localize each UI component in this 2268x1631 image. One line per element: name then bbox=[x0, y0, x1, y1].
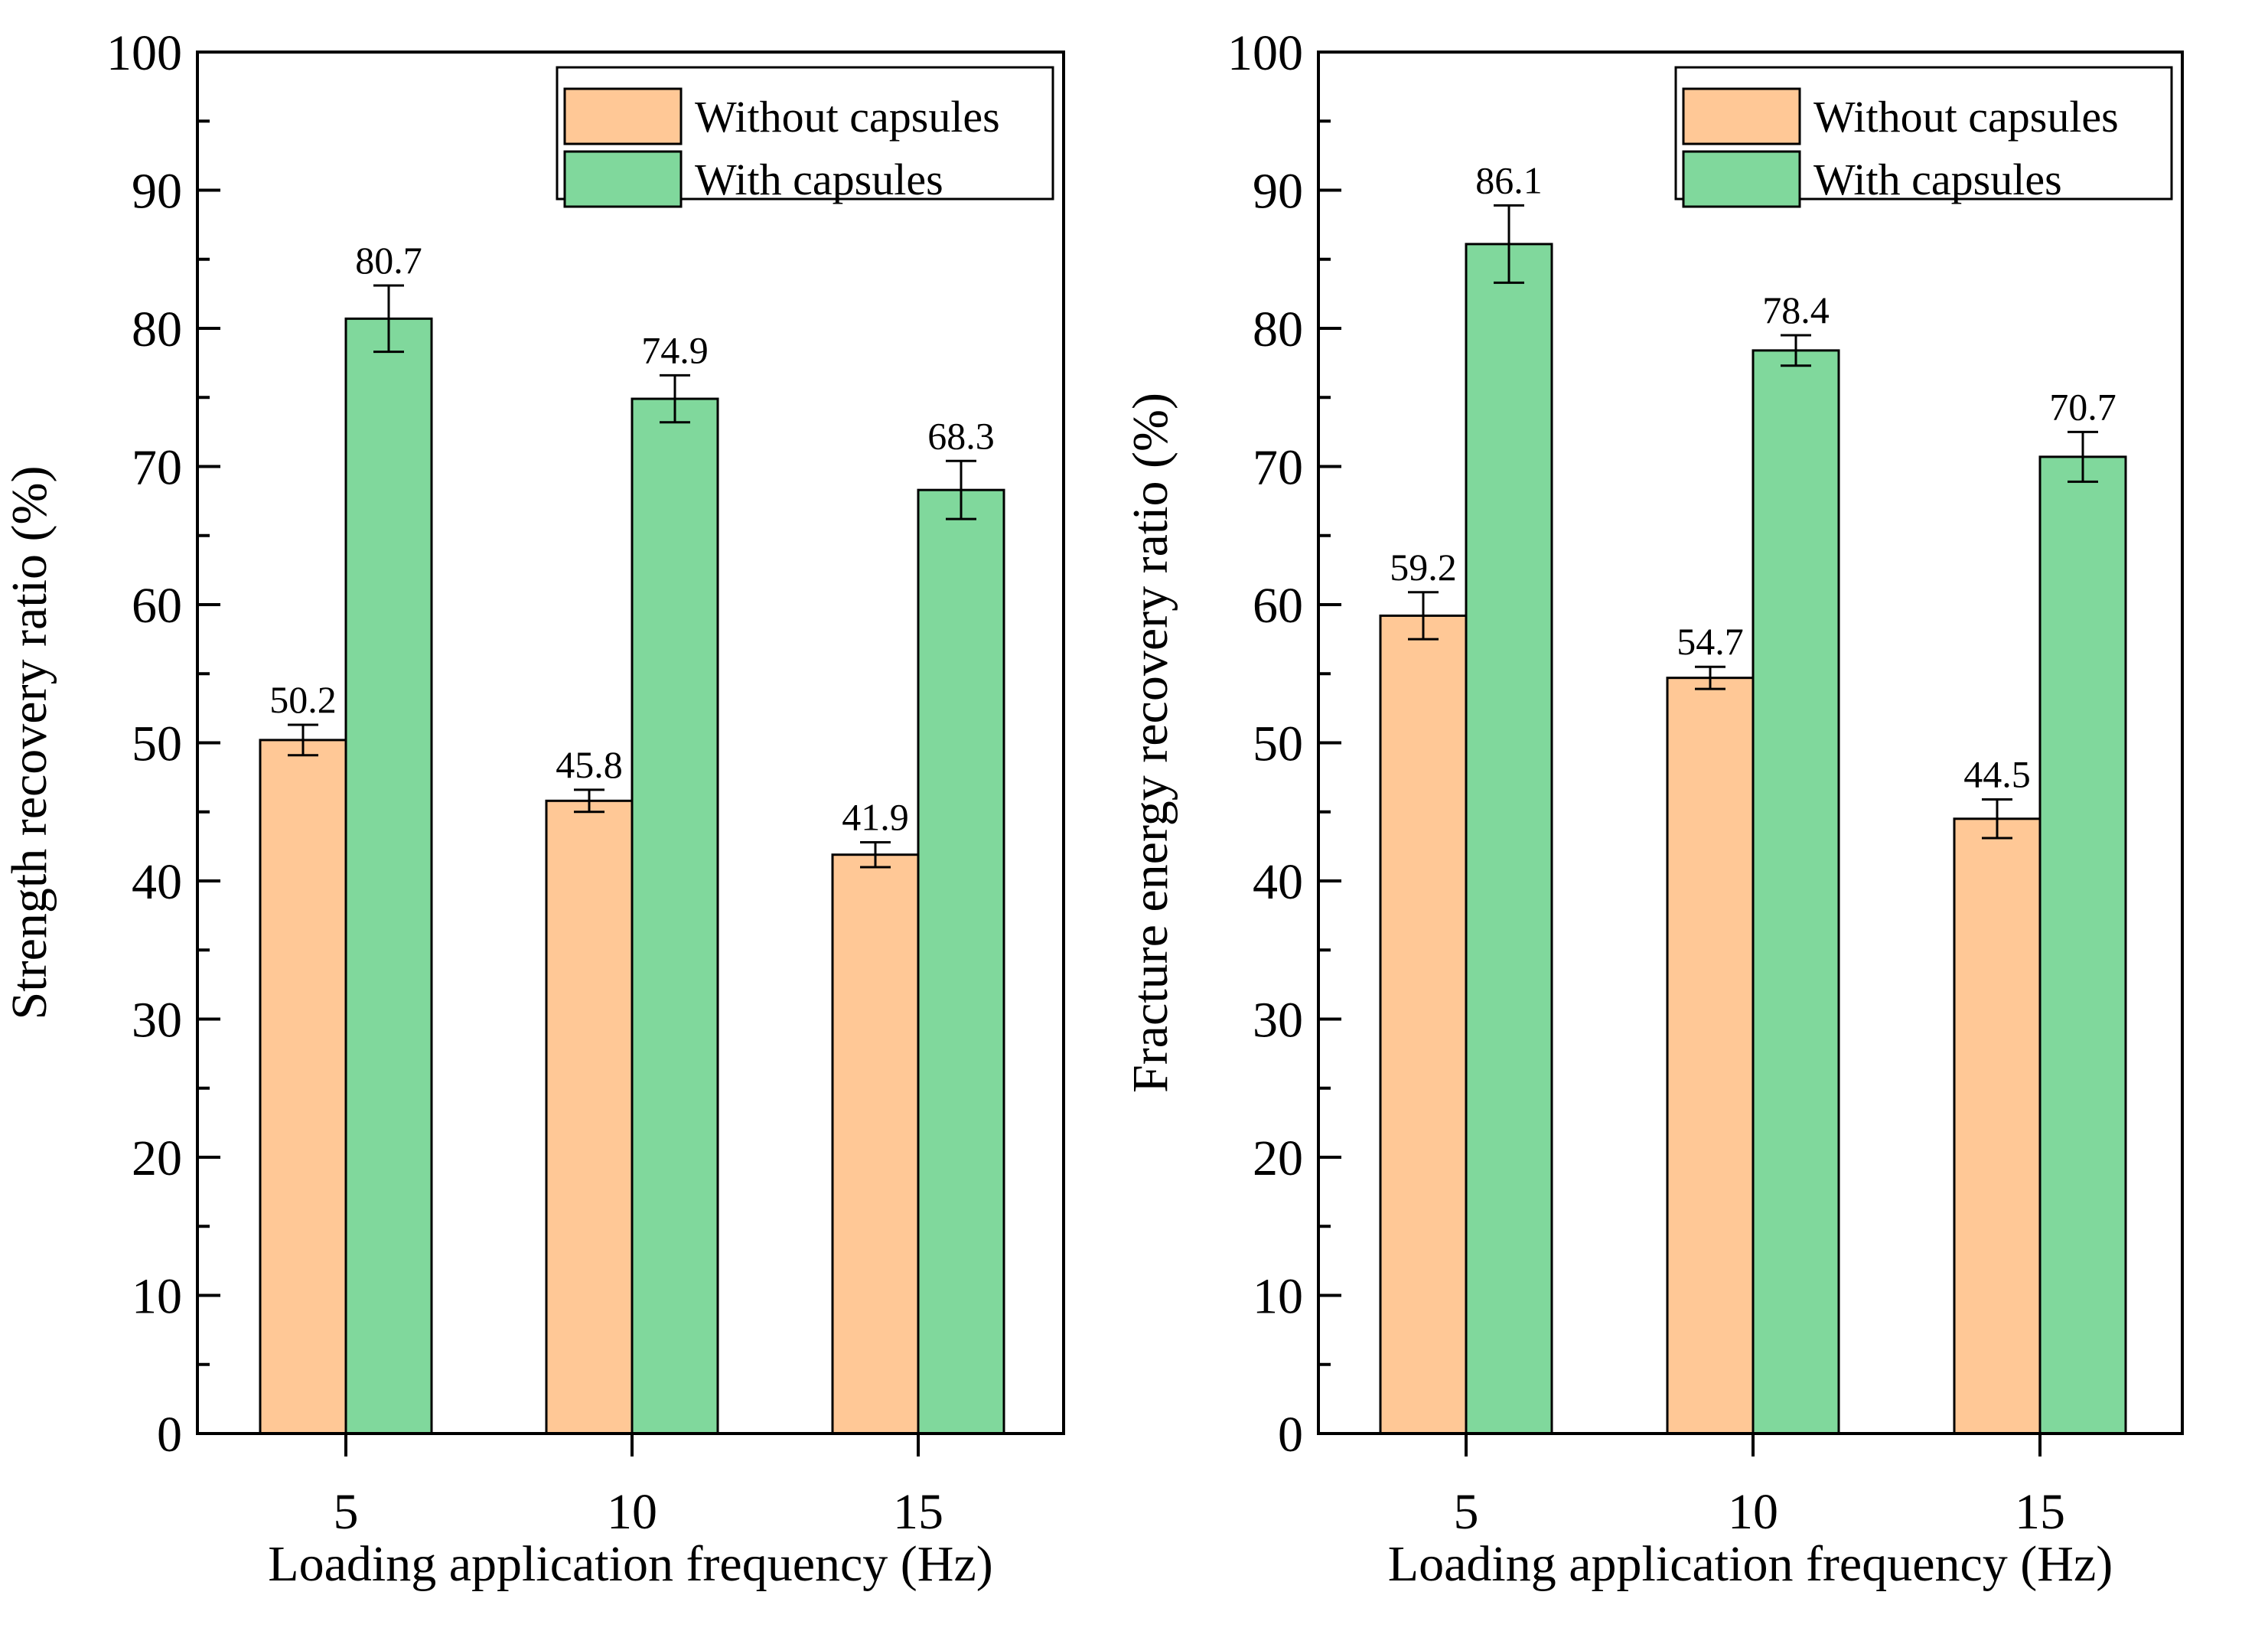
legend-swatch bbox=[563, 150, 683, 208]
y-tick-label: 80 bbox=[1253, 302, 1303, 357]
x-tick-label: 15 bbox=[2015, 1484, 2065, 1540]
y-axis-title: Strength recovery ratio (%) bbox=[2, 466, 57, 1020]
bar bbox=[1752, 349, 1840, 1435]
bar bbox=[1465, 243, 1553, 1435]
y-tick-label: 70 bbox=[1253, 440, 1303, 496]
y-tick-label: 50 bbox=[1253, 716, 1303, 772]
data-label: 78.4 bbox=[1762, 289, 1830, 331]
y-tick-label: 30 bbox=[132, 993, 182, 1049]
data-label: 50.2 bbox=[269, 678, 337, 721]
bar bbox=[259, 739, 347, 1435]
x-axis-title: Loading application frequency (Hz) bbox=[268, 1536, 992, 1592]
legend: Without capsules With capsules bbox=[1674, 66, 2173, 208]
y-tick-label: 90 bbox=[1253, 164, 1303, 220]
x-tick-label: 15 bbox=[893, 1484, 943, 1540]
x-tick-label: 5 bbox=[334, 1484, 359, 1540]
legend: Without capsules With capsules bbox=[556, 66, 1054, 208]
bar bbox=[831, 853, 920, 1435]
x-tick-label: 10 bbox=[607, 1484, 657, 1540]
data-label: 45.8 bbox=[556, 743, 623, 786]
y-tick-label: 20 bbox=[1253, 1130, 1303, 1186]
plot-frame bbox=[196, 51, 1065, 1435]
legend-label: With capsules bbox=[695, 155, 943, 204]
data-label: 44.5 bbox=[1963, 753, 2031, 796]
data-label: 59.2 bbox=[1390, 546, 1457, 589]
y-tick-label: 0 bbox=[1278, 1407, 1303, 1463]
y-tick-label: 40 bbox=[132, 854, 182, 910]
y-tick-label: 50 bbox=[132, 716, 182, 772]
bar bbox=[545, 799, 634, 1435]
y-tick-label: 100 bbox=[1227, 25, 1303, 81]
bar bbox=[917, 488, 1005, 1435]
data-label: 80.7 bbox=[355, 239, 422, 282]
bar bbox=[2038, 455, 2127, 1435]
legend-swatch bbox=[563, 87, 683, 145]
y-tick-label: 10 bbox=[132, 1269, 182, 1325]
legend-swatch bbox=[1682, 87, 1801, 145]
plot-frame bbox=[1317, 51, 2184, 1435]
y-tick-label: 80 bbox=[132, 302, 182, 357]
bar bbox=[631, 397, 719, 1435]
legend-label: Without capsules bbox=[695, 92, 1000, 142]
chart-fracture-energy-recovery: 0 10 20 30 40 50 60 70 80 90 100 59.2 54.7 44.5 86.1 78… bbox=[1123, 25, 2184, 1592]
y-tick-label: 70 bbox=[132, 440, 182, 496]
data-label: 86.1 bbox=[1475, 158, 1543, 201]
y-tick-label: 20 bbox=[132, 1130, 182, 1186]
legend-label: Without capsules bbox=[1813, 92, 2119, 142]
data-label: 74.9 bbox=[641, 328, 709, 371]
bar bbox=[1666, 677, 1755, 1435]
y-axis-title: Fracture energy recovery ratio (%) bbox=[1123, 393, 1178, 1093]
y-tick-label: 40 bbox=[1253, 854, 1303, 910]
legend-label: With capsules bbox=[1813, 155, 2062, 204]
y-tick-label: 90 bbox=[132, 164, 182, 220]
x-axis-title: Loading application frequency (Hz) bbox=[1388, 1536, 2113, 1592]
x-tick-label: 10 bbox=[1728, 1484, 1778, 1540]
data-label: 41.9 bbox=[842, 795, 909, 838]
y-tick-label: 10 bbox=[1253, 1269, 1303, 1325]
y-tick-label: 100 bbox=[106, 25, 182, 81]
bar bbox=[1953, 817, 2042, 1435]
bar bbox=[344, 317, 433, 1435]
data-label: 68.3 bbox=[927, 414, 995, 457]
data-label: 54.7 bbox=[1677, 620, 1744, 663]
y-tick-label: 0 bbox=[157, 1407, 182, 1463]
bar bbox=[1379, 614, 1468, 1435]
y-tick-label: 60 bbox=[132, 578, 182, 634]
y-tick-label: 30 bbox=[1253, 993, 1303, 1049]
legend-swatch bbox=[1682, 150, 1801, 208]
data-label: 70.7 bbox=[2049, 385, 2116, 428]
chart-strength-recovery: 0 10 20 30 40 50 60 70 80 90 100 50.2 45.8 41.9 80.7 74… bbox=[2, 25, 1065, 1592]
x-tick-label: 5 bbox=[1454, 1484, 1479, 1540]
y-tick-label: 60 bbox=[1253, 578, 1303, 634]
